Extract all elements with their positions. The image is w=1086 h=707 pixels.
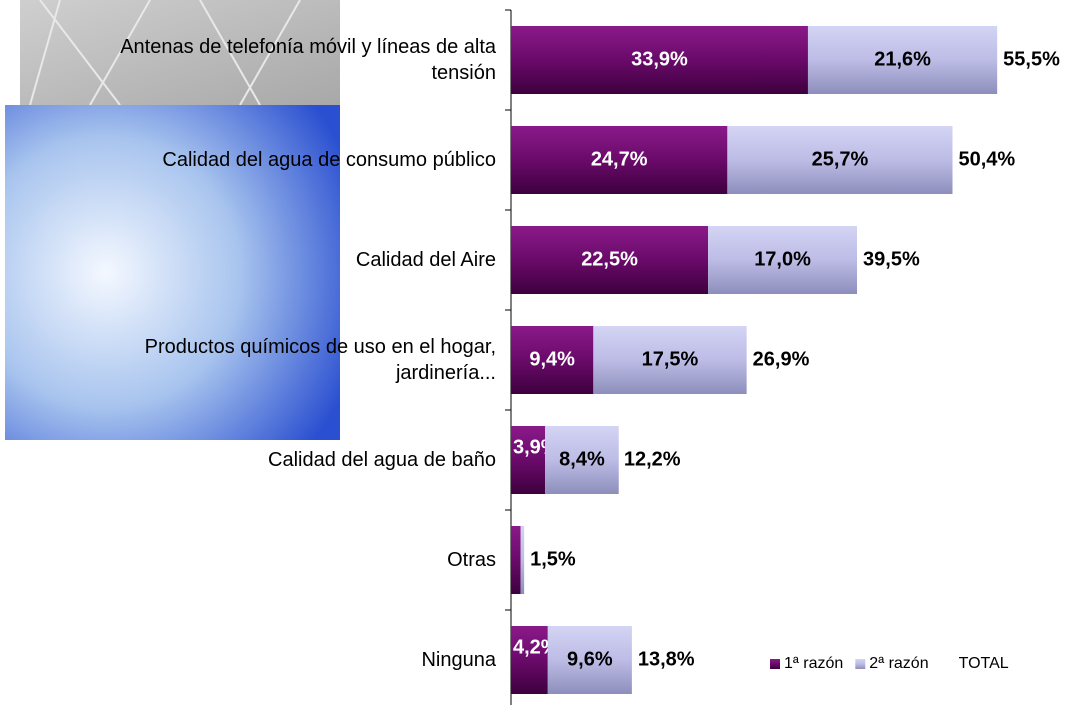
bar-segment xyxy=(547,626,632,694)
data-label: 24,7% xyxy=(591,148,648,170)
total-label: 39,5% xyxy=(863,248,920,270)
legend-swatch xyxy=(855,659,866,669)
bar-segment xyxy=(708,226,858,294)
data-label: 25,7% xyxy=(812,148,869,170)
total-label: 13,8% xyxy=(638,648,695,670)
total-label: 26,9% xyxy=(753,348,810,370)
bar-segment xyxy=(511,426,546,494)
data-label: 9,4% xyxy=(529,348,575,370)
legend-label: TOTAL xyxy=(959,655,1009,672)
bg-photo xyxy=(5,105,340,440)
category-label: Productos químicos de uso en el hogar, j… xyxy=(144,336,496,384)
bg-lines xyxy=(29,0,301,106)
data-label: 17,5% xyxy=(642,348,699,370)
bar-segment xyxy=(511,626,548,694)
legend-swatch xyxy=(770,659,780,669)
legend-label: 1ª razón xyxy=(784,655,843,672)
data-label: 8,4% xyxy=(559,448,605,470)
bar-segment xyxy=(727,126,953,194)
total-label: 55,5% xyxy=(1003,48,1060,70)
bar-segment xyxy=(511,526,521,594)
data-label: 33,9% xyxy=(631,48,688,70)
data-label: 9,6% xyxy=(567,648,613,670)
total-label: 12,2% xyxy=(624,448,681,470)
bar-segment xyxy=(593,326,747,394)
bar-segment xyxy=(511,26,808,94)
bar-segment xyxy=(520,526,525,594)
data-label: 17,0% xyxy=(754,248,811,270)
total-label: 50,4% xyxy=(959,148,1016,170)
total-label: 1,5% xyxy=(530,548,576,570)
category-label: Calidad del agua de consumo público xyxy=(162,149,496,171)
data-label: 21,6% xyxy=(874,48,931,70)
legend-label: 2ª razón xyxy=(869,655,928,672)
bar-segment xyxy=(511,326,594,394)
category-label: Calidad del agua de baño xyxy=(268,449,496,471)
bg-photo xyxy=(20,0,340,105)
bar-segment xyxy=(511,226,709,294)
bar-segment xyxy=(807,26,998,94)
category-label: Antenas de telefonía móvil y líneas de a… xyxy=(120,36,496,84)
bar-segment xyxy=(511,126,728,194)
data-label: 22,5% xyxy=(581,248,638,270)
category-label: Calidad del Aire xyxy=(355,249,496,271)
bar-segment xyxy=(545,426,619,494)
category-label: Ninguna xyxy=(421,649,496,671)
data-label: 4,2% xyxy=(513,636,559,658)
category-label: Otras xyxy=(447,549,496,571)
